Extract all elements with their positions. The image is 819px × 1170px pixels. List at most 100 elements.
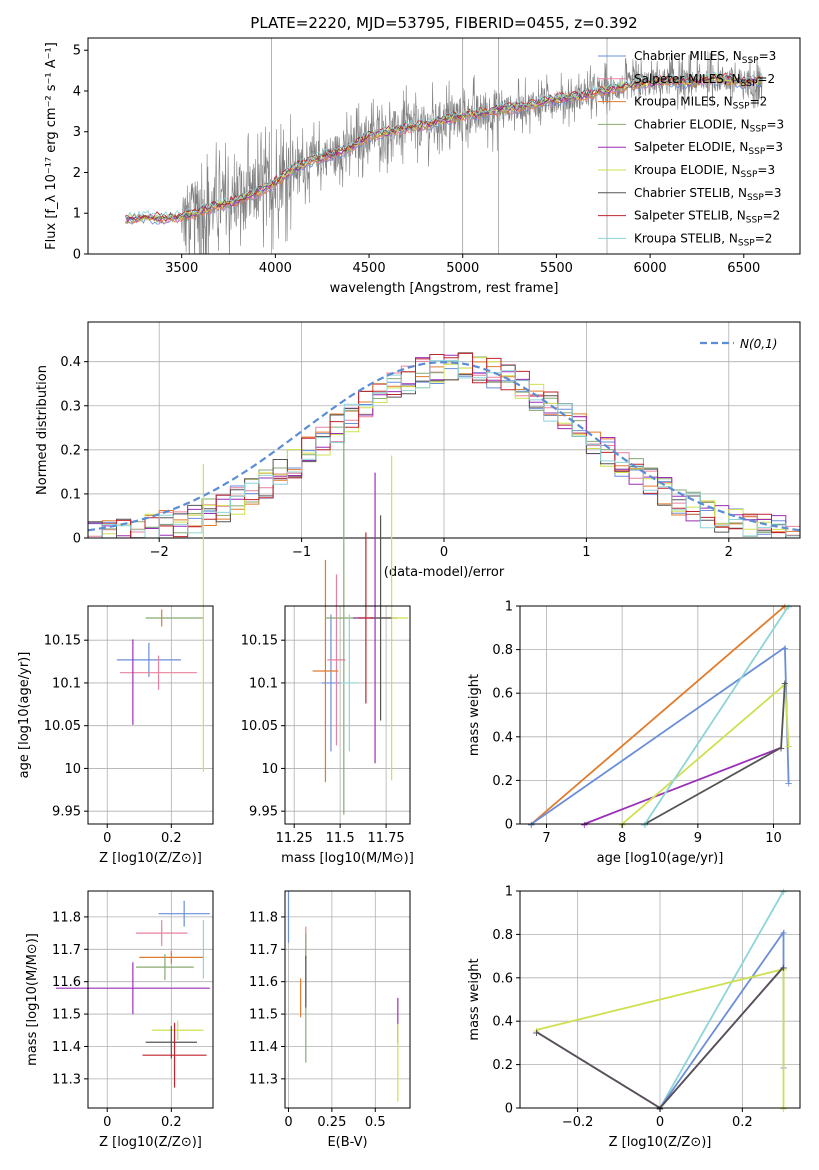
y-tick-label: 11.6 [52, 975, 81, 990]
model-line-kroupa-stelib [125, 71, 763, 219]
y-tick-label: 1 [505, 600, 513, 615]
y-axis-label: Flux [f_λ 10⁻¹⁷ erg cm⁻² s⁻¹ A⁻¹] [44, 42, 59, 250]
histogram-kroupa-elodie [88, 357, 800, 539]
y-tick-label: 0.1 [60, 487, 81, 502]
weight-line [530, 645, 790, 825]
x-tick-label: 0 [656, 1115, 664, 1130]
y-tick-label: 11.3 [249, 1072, 278, 1087]
weight-line [659, 929, 785, 1109]
y-tick-label: 0.8 [492, 928, 513, 943]
x-tick-label: 1 [582, 545, 590, 560]
plot-area [116, 464, 204, 772]
x-axis-label: E(B-V) [327, 1135, 367, 1150]
axes-frame [284, 890, 411, 1109]
x-tick-label: 3500 [165, 261, 198, 276]
weight-marker: + [777, 744, 785, 755]
legend-entry: Salpeter MILES, NSSP=2 [634, 72, 775, 89]
y-tick-label: 0.6 [492, 971, 513, 986]
weight-marker: + [532, 1028, 540, 1039]
legend-entry: Kroupa MILES, NSSP=2 [634, 95, 767, 112]
x-tick-label: 0.5 [365, 1115, 386, 1130]
y-tick-label: 0 [73, 248, 81, 263]
plot-area [312, 421, 409, 815]
y-tick-label: 10.05 [44, 719, 81, 734]
legend-entry: Salpeter STELIB, NSSP=2 [634, 209, 780, 226]
legend-entry: Chabrier ELODIE, NSSP=3 [634, 117, 784, 134]
y-tick-label: 10.15 [241, 634, 278, 649]
x-tick-label: 2 [725, 545, 733, 560]
y-axis-label: mass weight [467, 958, 482, 1040]
x-tick-label: 6000 [634, 261, 667, 276]
y-tick-label: 10.05 [241, 719, 278, 734]
x-axis-label: (data-model)/error [384, 565, 505, 580]
weight-marker: + [779, 965, 787, 976]
weight-vs-age-panel: +++++++++++++++7 8 9 10 0 0.2 0.4 0.6 0.8 1 age [l… [467, 600, 801, 866]
y-tick-label: 0.4 [492, 1015, 513, 1030]
histogram-chabrier-stelib [88, 364, 800, 539]
y-tick-label: 11.3 [52, 1072, 81, 1087]
y-tick-label: 0.2 [60, 443, 81, 458]
y-tick-label: 11.4 [52, 1040, 81, 1055]
y-tick-label: 11.8 [249, 910, 278, 925]
legend-entry: Chabrier STELIB, NSSP=3 [634, 186, 782, 203]
weight-marker: + [532, 1026, 540, 1037]
legend-entry: Salpeter ELODIE, NSSP=3 [634, 140, 783, 157]
y-tick-label: 0 [73, 532, 81, 547]
x-tick-label: 0 [284, 1115, 292, 1130]
y-tick-label: 11.6 [249, 975, 278, 990]
y-tick-label: 3 [73, 125, 81, 140]
x-tick-label: 5500 [540, 261, 573, 276]
axes-frame [519, 605, 801, 825]
figure-title: PLATE=2220, MJD=53795, FIBERID=0455, z=0… [250, 14, 637, 32]
weight-line [536, 967, 785, 1108]
axes-frame [87, 605, 214, 825]
weight-line [530, 605, 786, 825]
x-tick-label: 0.2 [161, 1115, 182, 1130]
x-tick-label: −0.2 [562, 1115, 594, 1130]
x-axis-label: mass [log10(M/M⊙)] [281, 851, 414, 866]
age-vs-mass-panel: 11.25 11.5 11.75 9.95 10 10.05 10.1 10.15 mass [… [241, 421, 414, 866]
spectrum-panel: Chabrier MILES, NSSP=3 Salpeter MILES, NS… [44, 37, 801, 296]
x-tick-label: −1 [292, 545, 311, 560]
y-tick-label: 10 [261, 762, 278, 777]
weight-marker: + [781, 678, 789, 689]
x-tick-label: −2 [150, 545, 169, 560]
y-tick-label: 2 [73, 166, 81, 181]
x-tick-label: 11.25 [276, 831, 313, 846]
axes-frame [87, 890, 214, 1109]
plot-area [55, 900, 210, 1088]
axes-frame [87, 37, 801, 255]
y-tick-label: 0.3 [60, 399, 81, 414]
y-tick-label: 0.4 [492, 730, 513, 745]
y-tick-label: 0.2 [492, 774, 513, 789]
x-tick-label: 8 [618, 831, 626, 846]
y-tick-label: 11.7 [52, 943, 81, 958]
weight-marker: + [532, 1028, 540, 1039]
x-tick-label: 0 [440, 545, 448, 560]
x-tick-label: 0 [103, 831, 111, 846]
plot-area [87, 352, 801, 539]
y-axis-label: mass [log10(M/M⊙)] [25, 933, 40, 1066]
weight-marker: + [779, 963, 787, 974]
y-tick-label: 11.8 [52, 910, 81, 925]
x-tick-label: 10 [765, 831, 782, 846]
weight-marker: + [777, 744, 785, 755]
weight-marker: + [641, 820, 649, 831]
legend-entry: N(0,1) [740, 337, 777, 351]
weight-marker: + [781, 643, 789, 654]
axes-frame [284, 605, 411, 825]
y-tick-label: 1 [73, 207, 81, 222]
x-tick-label: 0.2 [732, 1115, 753, 1130]
legend-entry: Kroupa ELODIE, NSSP=3 [634, 163, 775, 180]
y-tick-label: 10.15 [44, 634, 81, 649]
x-tick-label: 9 [694, 831, 702, 846]
x-axis-label: Z [log10(Z/Z⊙)] [99, 1135, 202, 1150]
model-line-kroupa-miles [125, 76, 763, 224]
mass-vs-metallicity-panel: 0 0.2 11.3 11.4 11.5 11.6 11.7 11.8 Z [log10(Z/Z… [25, 890, 214, 1150]
weight-line [583, 746, 782, 825]
x-tick-label: 4500 [353, 261, 386, 276]
y-tick-label: 0 [505, 1102, 513, 1117]
y-axis-label: Normed distribution [35, 365, 50, 495]
y-tick-label: 0.8 [492, 643, 513, 658]
